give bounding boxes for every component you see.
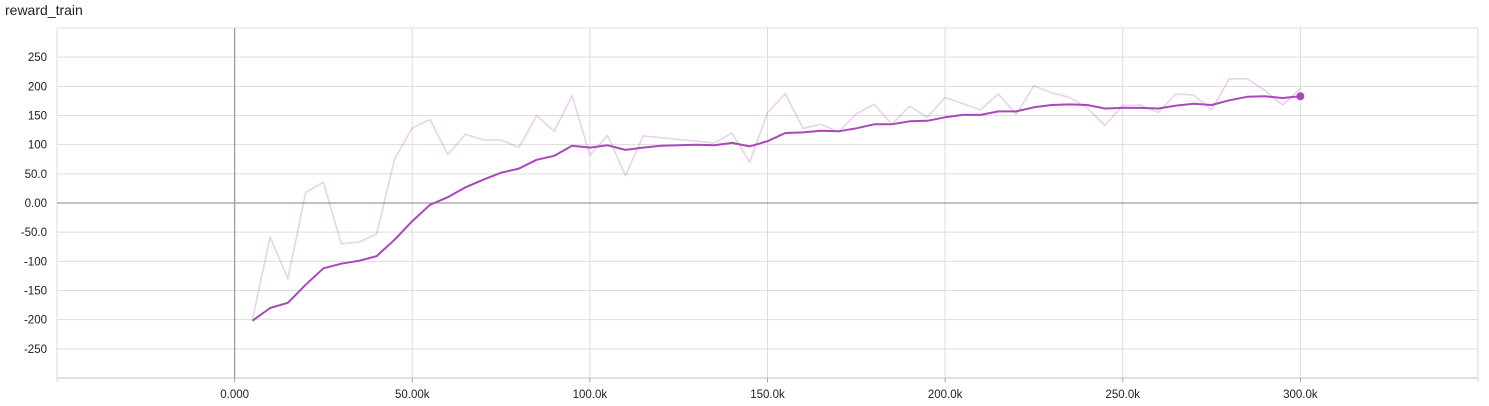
chart-title: reward_train	[5, 2, 83, 18]
y-tick-label: 250	[28, 52, 47, 64]
last-point-marker[interactable]	[1296, 92, 1305, 101]
grid-lines	[56, 27, 1479, 382]
x-tick-label: 150.0k	[750, 389, 785, 401]
y-tick-label: -100	[24, 256, 47, 268]
x-tick-label: 0.000	[220, 389, 249, 401]
y-tick-label: 50.0	[25, 169, 47, 181]
y-tick-label: -200	[24, 315, 47, 327]
axes	[57, 28, 1478, 382]
x-tick-label: 100.0k	[573, 389, 608, 401]
y-tick-label: 0.00	[25, 198, 47, 210]
y-tick-label: 150	[28, 111, 47, 123]
y-tick-label: -250	[24, 344, 47, 356]
y-tick-label: 100	[28, 140, 47, 152]
raw-series-line	[251, 78, 1301, 320]
y-tick-label: -150	[24, 286, 47, 298]
x-tick-labels: 0.000 50.00k 100.0k 150.0k 200.0k 250.0k 300.0…	[220, 389, 1318, 401]
y-tick-label: 200	[28, 81, 47, 93]
y-tick-label: -50.0	[21, 227, 47, 239]
x-tick-label: 50.00k	[395, 389, 430, 401]
series-lines	[251, 78, 1305, 322]
y-tick-labels: 250 200 150 100 50.0 0.00 -50.0 -100 -150 -200 -25…	[21, 52, 47, 356]
x-tick-label: 300.0k	[1283, 389, 1318, 401]
smoothed-series-line	[251, 95, 1301, 322]
x-tick-label: 200.0k	[928, 389, 963, 401]
x-tick-label: 250.0k	[1105, 389, 1140, 401]
